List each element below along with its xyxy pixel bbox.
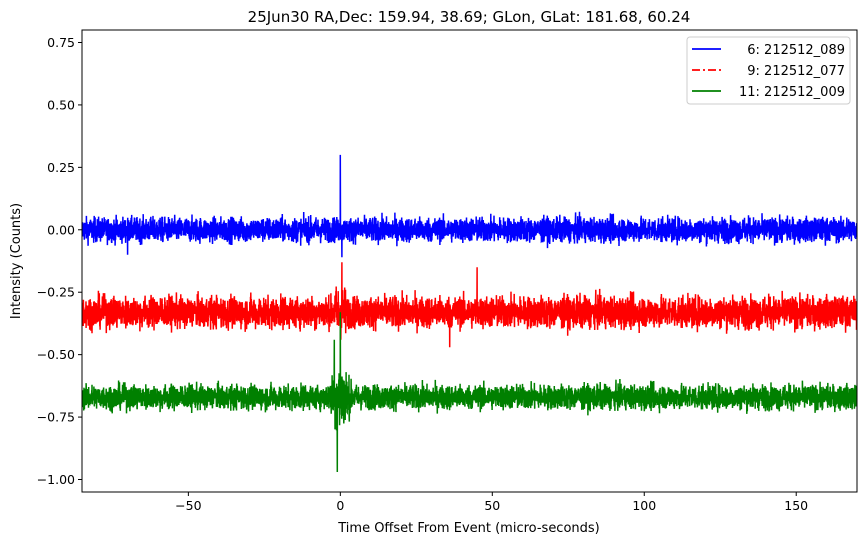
legend-label: 11: 212512_009 — [739, 85, 845, 100]
chart-title: 25Jun30 RA,Dec: 159.94, 38.69; GLon, GLa… — [248, 8, 691, 26]
y-axis-label: Intensity (Counts) — [9, 203, 24, 319]
y-axis: 0.75 0.50 0.25 0.00 −0.25 −0.50 −0.75 −1.00 — [37, 35, 82, 487]
series-line-2 — [82, 262, 857, 348]
x-axis: −50 0 50 100 150 — [175, 492, 808, 513]
x-tick-label: 50 — [484, 498, 500, 513]
y-tick-label: −0.75 — [37, 410, 75, 425]
legend-label: 9: 212512_077 — [739, 64, 845, 79]
x-tick-label: −50 — [175, 498, 201, 513]
y-tick-label: −0.25 — [37, 285, 75, 300]
y-tick-label: −1.00 — [37, 472, 75, 487]
y-tick-label: 0.75 — [47, 35, 75, 50]
legend-box — [686, 36, 851, 105]
legend-label: 6: 212512_089 — [739, 43, 845, 58]
y-tick-label: 0.00 — [47, 222, 75, 237]
series-line-3 — [82, 312, 857, 473]
x-axis-label: Time Offset From Event (micro-seconds) — [337, 521, 600, 536]
y-tick-label: −0.50 — [37, 347, 75, 362]
x-tick-label: 150 — [784, 498, 808, 513]
y-tick-label: 0.25 — [47, 160, 75, 175]
series-line-1 — [82, 154, 857, 258]
plot-frame — [81, 29, 858, 493]
plot-area — [82, 154, 857, 473]
x-tick-label: 100 — [632, 498, 656, 513]
y-tick-label: 0.50 — [47, 97, 75, 112]
legend: 6: 212512_089 9: 212512_077 11: 212512_00… — [686, 36, 851, 105]
x-tick-label: 0 — [336, 498, 344, 513]
